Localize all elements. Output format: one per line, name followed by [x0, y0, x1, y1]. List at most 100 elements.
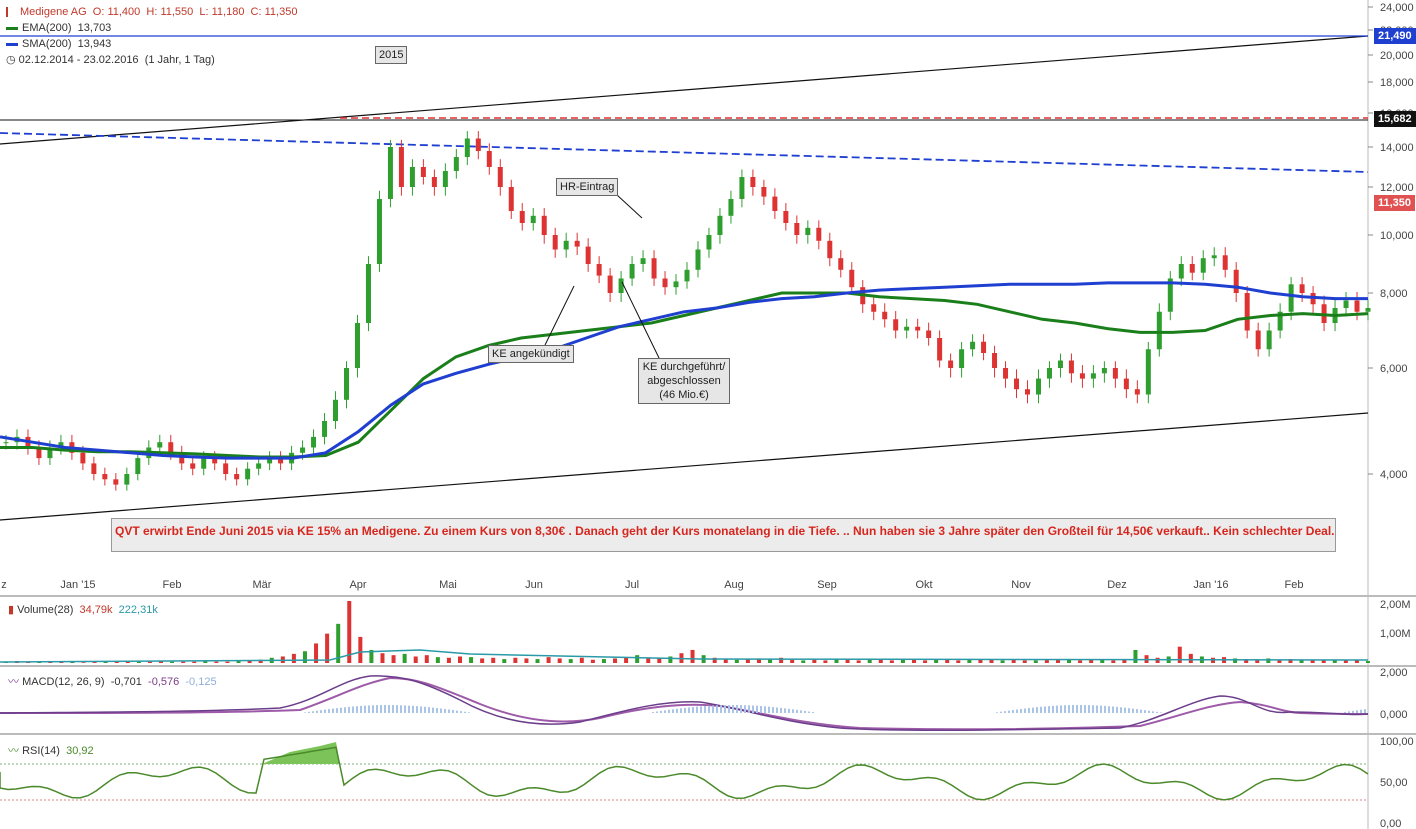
macd-histogram-bar [1132, 708, 1134, 713]
candle-body [915, 326, 921, 331]
volume-bar [247, 660, 252, 663]
volume-bar [723, 659, 728, 663]
volume-bar [1011, 659, 1016, 663]
volume-bar [103, 661, 108, 663]
volume-bar [900, 659, 905, 663]
candle-body [684, 269, 690, 282]
annotation-ke-durchgefuehrt[interactable]: KE durchgeführt/ abgeschlossen (46 Mio.€… [638, 358, 730, 404]
volume-bar [114, 661, 119, 663]
macd-histogram-bar [1120, 707, 1122, 713]
macd-histogram-bar [388, 705, 390, 713]
volume-bar [1332, 660, 1337, 663]
volume-value-1: 34,79k [79, 604, 113, 616]
candle-body [354, 323, 360, 368]
candle-body [1003, 368, 1009, 379]
candle-body [80, 452, 86, 464]
volume-bar [336, 623, 341, 663]
candle-body [882, 311, 888, 320]
volume-bar [524, 658, 529, 663]
macd-histogram-bar [700, 706, 702, 713]
price-tick-label-6: 12,000 [1380, 182, 1414, 194]
macd-histogram-bar [776, 707, 778, 713]
macd-histogram-bar [448, 709, 450, 713]
rsi-line [0, 746, 1369, 801]
macd-histogram-bar [340, 707, 342, 713]
volume-bar [192, 661, 197, 663]
month-label-14: Feb [1285, 579, 1304, 591]
volume-bar [1055, 659, 1060, 663]
macd-histogram-bar [716, 705, 718, 713]
macd-value-1: -0,701 [110, 676, 142, 688]
macd-histogram-bar [360, 705, 362, 713]
volume-bar [413, 656, 418, 663]
month-label-7: Jul [625, 579, 639, 591]
sma-legend[interactable]: SMA(200) 13,943 [6, 36, 297, 52]
macd-tick-label-0: 2,000 [1380, 667, 1408, 679]
month-label-1: Jan '15 [60, 579, 95, 591]
volume-bar [912, 659, 916, 663]
candle-body [486, 151, 492, 167]
chart-note[interactable]: QVT erwirbt Ende Juni 2015 via KE 15% an… [111, 518, 1336, 552]
volume-bar [203, 661, 208, 663]
macd-histogram-bar [784, 708, 786, 713]
macd-histogram-bar [328, 709, 330, 713]
candle-body [794, 223, 800, 235]
macd-histogram-bar [420, 706, 422, 713]
candle-body [1046, 368, 1052, 379]
annotation-hr-eintrag[interactable]: HR-Eintrag [556, 178, 619, 196]
macd-histogram-bar [424, 706, 426, 713]
candle-body [904, 326, 910, 331]
rsi-tick-label-2: 0,00 [1380, 818, 1401, 829]
macd-histogram-bar [712, 705, 714, 713]
macd-histogram-bar [372, 705, 374, 713]
candle-body [706, 235, 712, 250]
volume-bar [745, 659, 750, 663]
macd-histogram-bar [1136, 709, 1138, 713]
volume-bar [1122, 659, 1127, 663]
macd-histogram-bar [1104, 705, 1106, 713]
candle-body [959, 349, 965, 368]
macd-histogram-bar [332, 708, 334, 713]
candle-body [750, 177, 756, 187]
candle-body [1178, 264, 1184, 279]
volume-bar [756, 658, 761, 663]
volume-bar [1255, 659, 1260, 663]
macd-histogram-bar [748, 705, 750, 713]
volume-bar [291, 653, 296, 663]
macd-histogram-bar [1028, 708, 1030, 713]
macd-histogram-bar [392, 705, 394, 713]
volume-bar [989, 659, 994, 663]
macd-histogram-bar [336, 708, 338, 713]
macd-histogram-bar [688, 707, 690, 713]
candle-body [937, 338, 943, 361]
annotation-ke-angekuendigt[interactable]: KE angekündigt [488, 345, 574, 363]
ema-swatch-icon [6, 26, 18, 30]
candle-body [530, 215, 536, 223]
open-value: 11,400 [107, 6, 141, 18]
sma200-line [0, 281, 1368, 460]
macd-histogram-bar [768, 706, 770, 713]
volume-bar [1354, 660, 1359, 663]
volume-tick-label-0: 2,00M [1380, 599, 1411, 611]
month-label-12: Dez [1107, 579, 1127, 591]
macd-histogram-bar [1092, 705, 1094, 713]
volume-bar [945, 659, 950, 663]
volume-bar [934, 659, 939, 663]
macd-histogram-bar [400, 705, 402, 713]
volume-bar [579, 657, 584, 663]
volume-bar [391, 655, 396, 663]
candle-body [179, 452, 185, 464]
volume-bar [712, 657, 717, 663]
ema-value: 13,703 [77, 22, 112, 34]
macd-histogram-bar [760, 706, 762, 713]
macd-histogram-bar [1108, 706, 1110, 713]
candle-body [1167, 278, 1173, 312]
candle-body [1090, 373, 1096, 379]
rsi-tick-label-0: 100,00 [1380, 736, 1414, 748]
macd-label: MACD(12, 26, 9) [22, 676, 105, 688]
macd-histogram-bar [684, 707, 686, 713]
macd-histogram-bar [1016, 709, 1018, 713]
ema-legend[interactable]: EMA(200) 13,703 [6, 20, 297, 36]
high-value: 11,550 [160, 6, 194, 18]
